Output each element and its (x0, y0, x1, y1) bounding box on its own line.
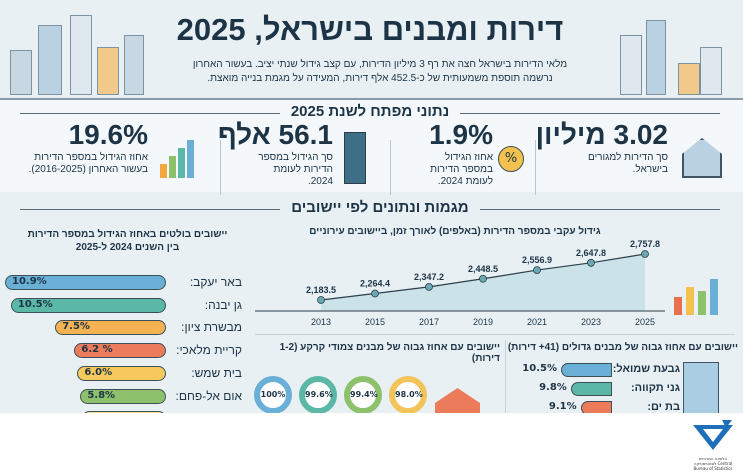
large-building-bar (580, 401, 612, 413)
growth-bar: 10.5% (10, 297, 166, 313)
town-label: בית שמש: (191, 365, 242, 380)
data-label: 2,757.8 (630, 239, 660, 249)
town-label: אום אל-פחם: (175, 388, 242, 403)
cbs-logo: הלשכה המרכזית לסטטיסטיקה Central Bureau … (688, 420, 738, 471)
data-label: 2,556.9 (522, 255, 552, 265)
line-chart: 2,183.5 2013 2,264.4 2015 2,347.2 2017 2,448.5… (255, 239, 665, 327)
large-buildings-title: יישובים עם אחוז גבוה של מבנים גדולים (41… (507, 342, 738, 353)
data-point (371, 289, 379, 298)
page-title: דירות ומבנים בישראל, 2025 (176, 12, 564, 47)
stat-growth-rate: 1.9% אחוז הגידול במספר הדירות לעומת 2024. (429, 119, 493, 188)
data-label: 2,183.5 (306, 285, 336, 295)
data-point (641, 250, 649, 258)
growth-bar: 5.8% (80, 388, 166, 404)
town-label: גני תקווה: (631, 382, 680, 394)
data-point (479, 274, 487, 283)
growth-bar: 7.5% (55, 320, 166, 336)
donut-gauge: 99.6% (299, 376, 337, 413)
chart-title: גידול עקבי במספר הדירות (באלפים) לאורך ז… (309, 226, 601, 237)
donut-gauge: 98.0% (389, 376, 427, 413)
trend-arrow-icon (668, 255, 728, 315)
town-label: בת ים: (647, 401, 680, 413)
growth-bar: 10.9% (5, 275, 166, 290)
town-label: באר יעקב: (189, 275, 242, 289)
top-growth-title: יישובים בולטים באחוז הגידול במספר הדירות… (27, 229, 228, 253)
x-tick-label: 2019 (473, 317, 493, 327)
growth-bar: 6.0% (77, 365, 166, 381)
large-building-value: 9.8% (539, 382, 567, 393)
large-building-value: 9.1% (548, 401, 577, 412)
large-building-value: 10.5% (522, 363, 557, 374)
city-skyline-left (0, 10, 150, 95)
large-building-bar (561, 363, 612, 377)
x-tick-label: 2015 (365, 317, 385, 327)
trends-heading: מגמות ונתונים לפי יישובים (280, 199, 480, 216)
x-tick-label: 2023 (581, 317, 601, 327)
data-point (317, 296, 325, 304)
crane-building-icon (344, 132, 366, 184)
town-label: גן יבנה: (204, 297, 242, 312)
data-label: 2,647.8 (576, 248, 606, 258)
stat-decade-growth: 19.6% אחוז הגידול במספר הדירות בעשור האחר… (28, 119, 148, 176)
percent-icon: % (498, 146, 524, 172)
stat-total: 3.02 מיליון סך הדירות למגורים בישראל. (535, 119, 668, 176)
x-tick-label: 2013 (311, 317, 331, 327)
town-label: גבעת שמואל: (612, 363, 680, 375)
data-point (425, 282, 433, 291)
town-label: קריית מלאכי: (176, 343, 242, 358)
city-skyline-right (600, 15, 743, 95)
key-stats-band: נתוני מפתח לשנת 2025 3.02 מיליון סך הדירו… (0, 98, 743, 195)
data-point (587, 258, 595, 267)
growth-chart-icon (160, 130, 196, 178)
x-tick-label: 2025 (635, 317, 655, 327)
tower-icon (683, 362, 719, 413)
data-label: 2,448.5 (468, 264, 498, 274)
data-point (533, 266, 541, 274)
growth-bar: 5.7% (81, 411, 166, 413)
large-building-bar (570, 382, 612, 396)
x-tick-label: 2017 (419, 317, 439, 327)
data-label: 2,347.2 (414, 272, 444, 282)
x-tick-label: 2021 (527, 317, 547, 327)
page-subtitle: מלאי הדירות בישראל חצה את רף 3 מיליון הד… (192, 59, 568, 84)
infographic: דירות ומבנים בישראל, 2025 מלאי הדירות בי… (0, 0, 743, 413)
donut-gauge: 99.4% (344, 376, 382, 413)
donut-gauge: 100% (254, 376, 292, 413)
data-label: 2,264.4 (360, 279, 390, 289)
growth-bar: 6.2 % (74, 343, 166, 359)
key-stats-heading: נתוני מפתח לשנת 2025 (280, 103, 460, 120)
town-label: מבשרת ציון: (181, 320, 242, 335)
ground-buildings-title: יישובים עם אחוז גבוה של מבנים צמודי קרקע… (279, 342, 500, 364)
stat-growth-count: 56.1 אלף סך הגידול במספר הדירות לעומת 202… (217, 119, 333, 188)
